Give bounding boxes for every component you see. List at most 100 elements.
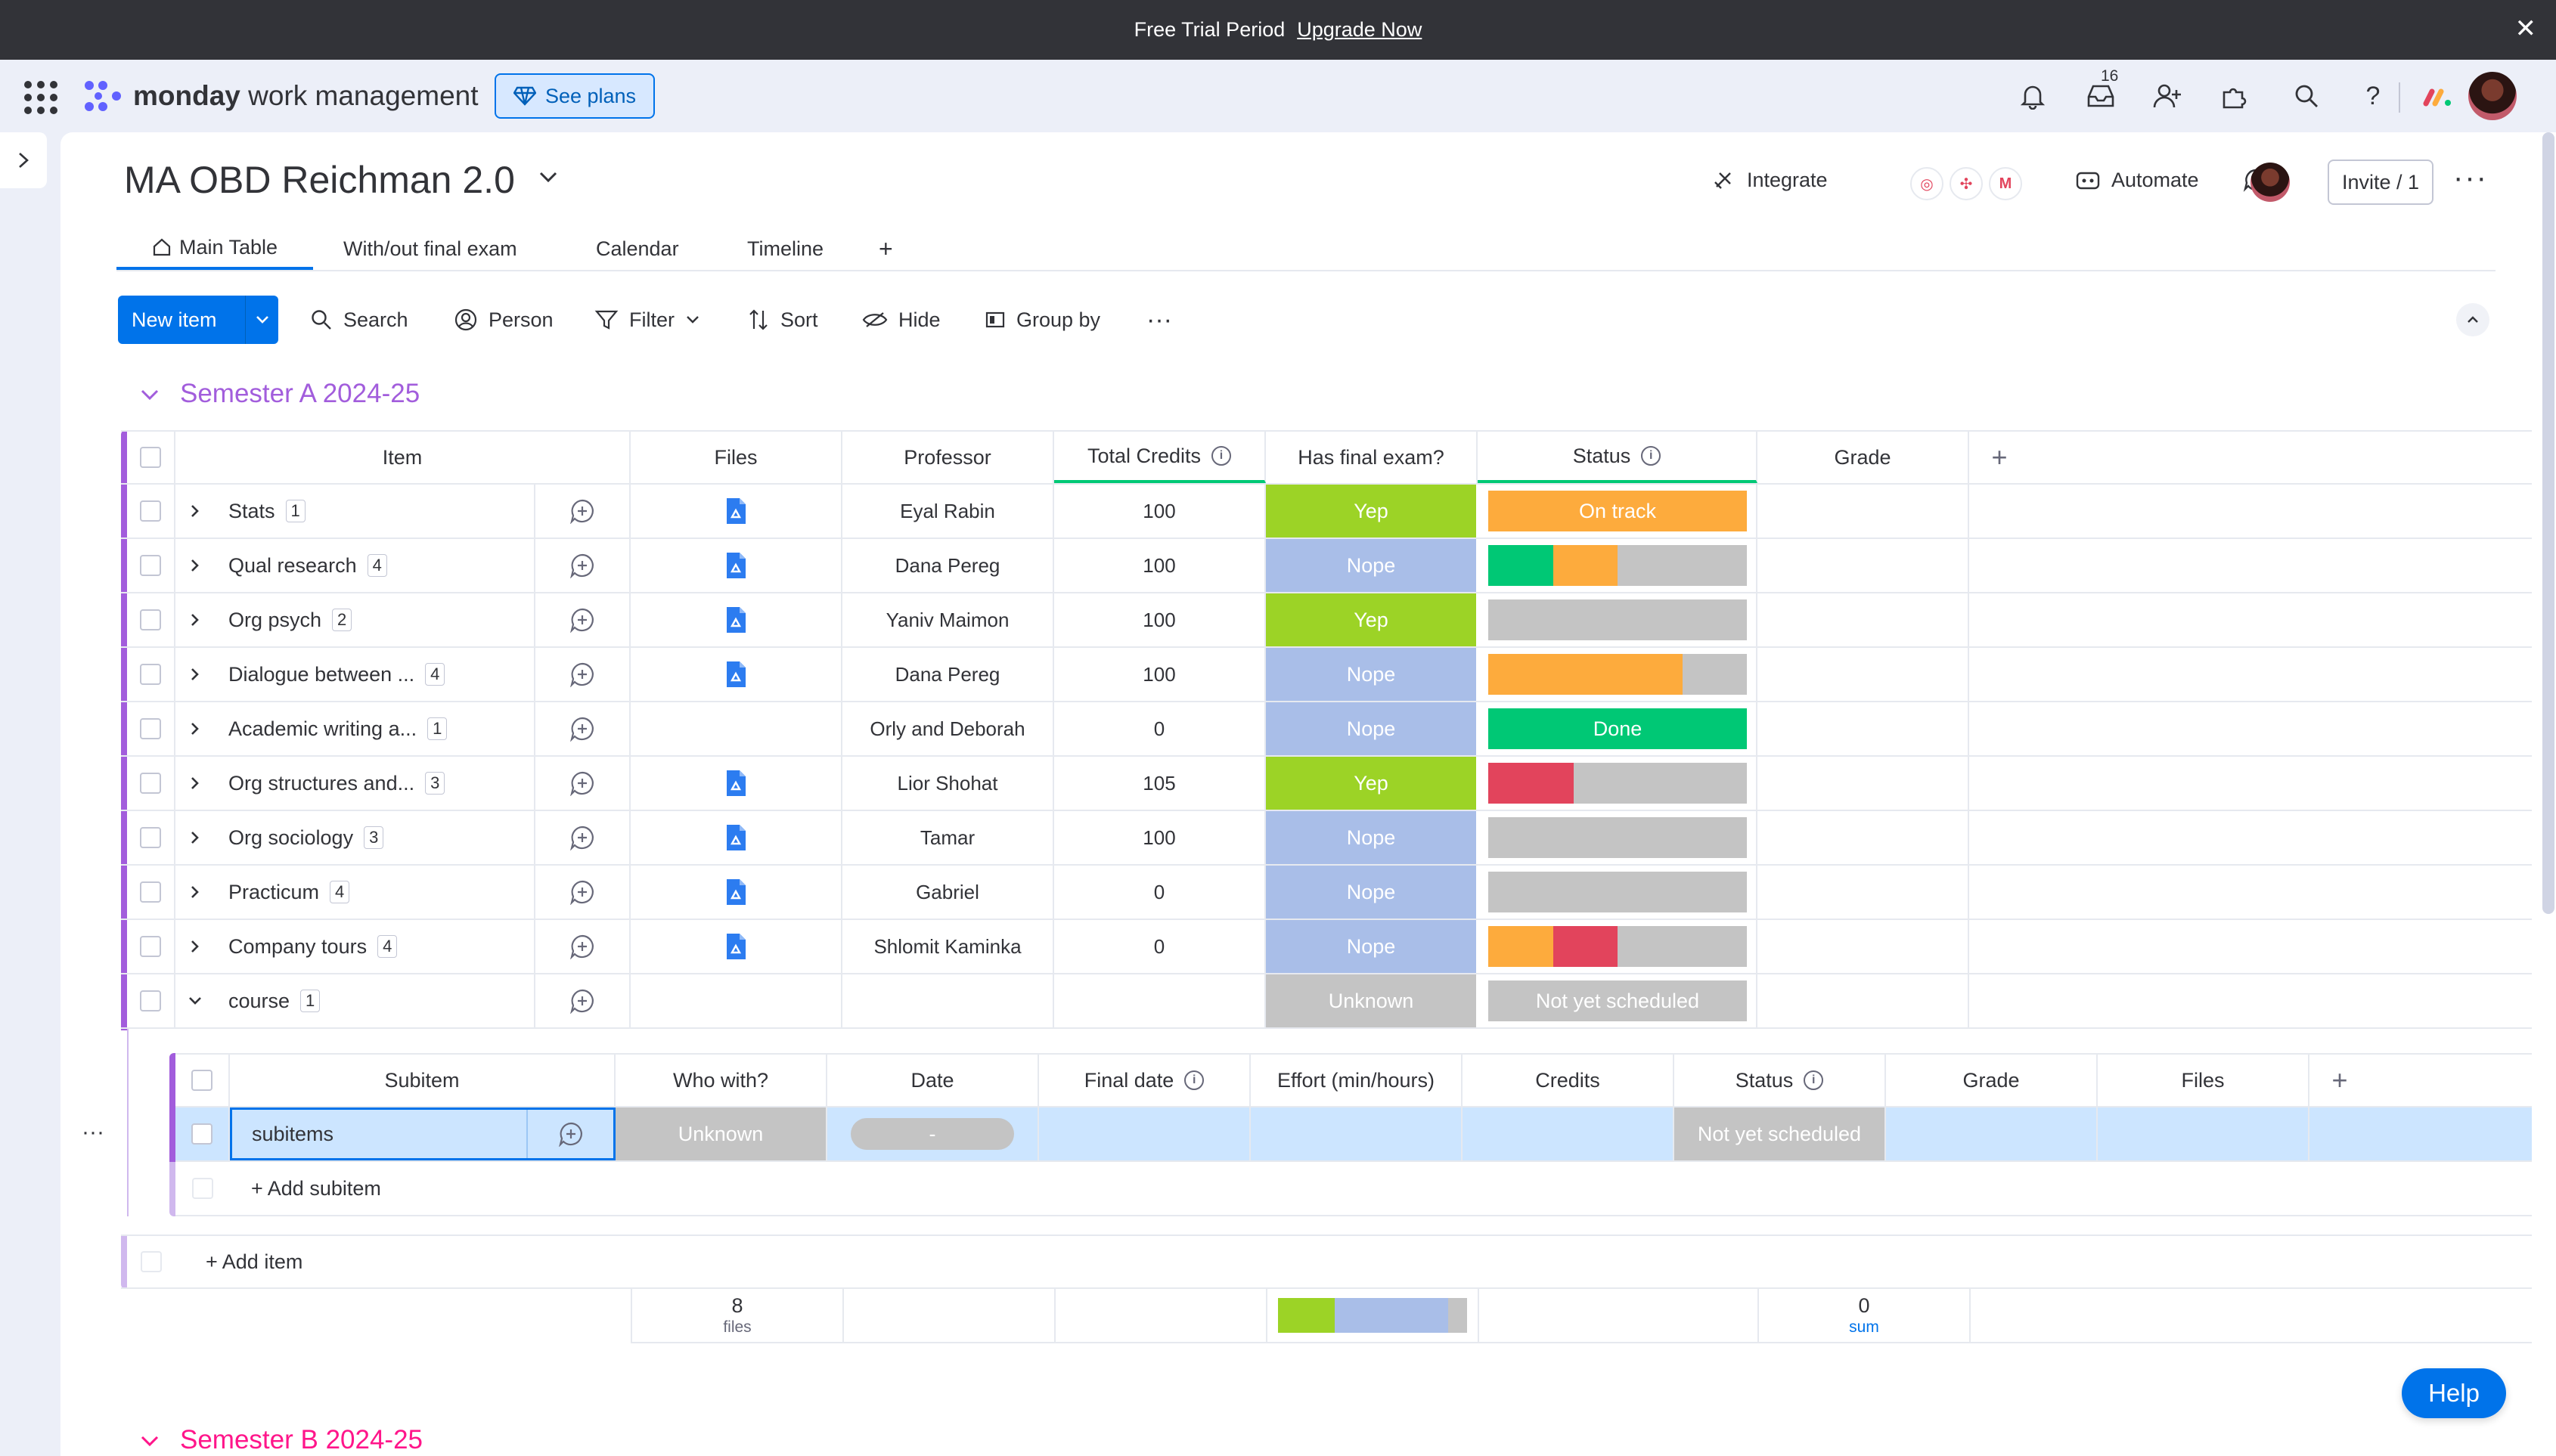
table-row[interactable]: Qual research 4 Dana Pereg 100 Nope bbox=[121, 539, 2532, 593]
row-checkbox[interactable] bbox=[140, 990, 161, 1011]
professor-cell[interactable]: Orly and Deborah bbox=[842, 702, 1054, 755]
item-name-cell[interactable]: course 1 bbox=[175, 974, 534, 1027]
tab-timeline[interactable]: Timeline bbox=[747, 237, 824, 260]
chevron-down-icon[interactable] bbox=[685, 314, 700, 325]
item-name-cell[interactable]: Org psych 2 bbox=[175, 593, 534, 646]
files-cell[interactable] bbox=[631, 539, 842, 592]
add-update-icon[interactable] bbox=[534, 920, 631, 973]
person-filter-button[interactable]: Person bbox=[454, 302, 554, 338]
professor-cell[interactable] bbox=[842, 974, 1054, 1027]
grade-cell[interactable] bbox=[1757, 920, 1969, 973]
group-title-semester-b[interactable]: Semester B 2024-25 bbox=[180, 1425, 423, 1454]
info-icon[interactable]: i bbox=[1211, 446, 1232, 466]
status-progress-bar[interactable]: On track bbox=[1488, 491, 1747, 531]
effort-cell[interactable] bbox=[1251, 1107, 1463, 1160]
invite-members-icon[interactable] bbox=[2148, 76, 2187, 116]
grade-cell[interactable] bbox=[1757, 648, 1969, 701]
credits-cell[interactable]: 0 bbox=[1054, 702, 1266, 755]
chevron-right-icon[interactable] bbox=[180, 939, 210, 954]
subitem-options-icon[interactable]: ··· bbox=[82, 1120, 104, 1145]
files-cell[interactable] bbox=[631, 757, 842, 810]
new-item-button[interactable]: New item bbox=[118, 296, 278, 344]
add-update-icon[interactable] bbox=[534, 539, 631, 592]
chevron-right-icon[interactable] bbox=[180, 667, 210, 682]
status-progress-bar[interactable] bbox=[1488, 817, 1747, 858]
chevron-right-icon[interactable] bbox=[180, 558, 210, 573]
grade-cell[interactable] bbox=[1757, 866, 1969, 919]
column-header-files[interactable]: Files bbox=[631, 432, 842, 483]
toolbar-more-icon[interactable]: ··· bbox=[1146, 305, 1172, 334]
subitem-column-header[interactable]: Subitem bbox=[230, 1055, 616, 1106]
credits-cell[interactable]: 0 bbox=[1054, 866, 1266, 919]
date-pill[interactable]: - bbox=[851, 1118, 1014, 1150]
hide-columns-button[interactable]: Hide bbox=[862, 302, 941, 338]
integration-app-icon[interactable]: ◎ bbox=[1910, 167, 1943, 200]
status-progress-bar[interactable]: Done bbox=[1488, 708, 1747, 749]
chevron-right-icon[interactable] bbox=[180, 884, 210, 900]
final-exam-distribution-bar[interactable] bbox=[1278, 1298, 1467, 1333]
subitem-name-cell[interactable]: subitems bbox=[230, 1107, 616, 1160]
add-subitem-column-icon[interactable]: + bbox=[2331, 1064, 2348, 1095]
add-update-icon[interactable] bbox=[526, 1110, 613, 1158]
sort-button[interactable]: Sort bbox=[747, 302, 818, 338]
table-row[interactable]: Org sociology 3 Tamar 100 Nope bbox=[121, 811, 2532, 866]
add-update-icon[interactable] bbox=[534, 702, 631, 755]
file-doc-icon[interactable] bbox=[724, 823, 748, 852]
final-exam-label[interactable]: Nope bbox=[1266, 702, 1478, 755]
board-title[interactable]: MA OBD Reichman 2.0 bbox=[124, 159, 515, 201]
professor-cell[interactable]: Gabriel bbox=[842, 866, 1054, 919]
credits-cell[interactable]: 0 bbox=[1054, 920, 1266, 973]
subitem-files-cell[interactable] bbox=[2098, 1107, 2309, 1160]
subitem-column-header[interactable]: Status i bbox=[1674, 1055, 1886, 1106]
file-doc-icon[interactable] bbox=[724, 606, 748, 634]
file-doc-icon[interactable] bbox=[724, 932, 748, 961]
help-icon[interactable]: ? bbox=[2365, 81, 2381, 110]
item-name-cell[interactable]: Org structures and... 3 bbox=[175, 757, 534, 810]
subitem-column-header[interactable]: Files bbox=[2098, 1055, 2309, 1106]
subitem-select-all-checkbox[interactable] bbox=[191, 1070, 212, 1091]
status-progress-bar[interactable] bbox=[1488, 545, 1747, 586]
professor-cell[interactable]: Shlomit Kaminka bbox=[842, 920, 1054, 973]
final-date-cell[interactable] bbox=[1039, 1107, 1251, 1160]
files-cell[interactable] bbox=[631, 593, 842, 646]
credits-cell[interactable]: 100 bbox=[1054, 593, 1266, 646]
row-checkbox[interactable] bbox=[140, 500, 161, 522]
group-title-semester-a[interactable]: Semester A 2024-25 bbox=[180, 379, 420, 408]
add-view-button[interactable]: + bbox=[879, 234, 893, 262]
row-checkbox[interactable] bbox=[140, 718, 161, 739]
column-header-prof[interactable]: Professor bbox=[842, 432, 1054, 483]
who-with-label[interactable]: Unknown bbox=[616, 1107, 827, 1160]
add-update-icon[interactable] bbox=[534, 593, 631, 646]
item-name-cell[interactable]: Academic writing a... 1 bbox=[175, 702, 534, 755]
brand-name[interactable]: monday work management bbox=[133, 80, 479, 111]
user-avatar[interactable] bbox=[2468, 72, 2517, 120]
final-exam-label[interactable]: Nope bbox=[1266, 811, 1478, 864]
select-all-checkbox[interactable] bbox=[140, 447, 161, 468]
credits-cell[interactable]: 105 bbox=[1054, 757, 1266, 810]
row-checkbox[interactable] bbox=[140, 664, 161, 685]
credits-cell[interactable]: 100 bbox=[1054, 811, 1266, 864]
files-cell[interactable] bbox=[631, 811, 842, 864]
final-exam-label[interactable]: Nope bbox=[1266, 648, 1478, 701]
grade-cell[interactable] bbox=[1757, 702, 1969, 755]
column-header-grade[interactable]: Grade bbox=[1757, 432, 1969, 483]
final-exam-label[interactable]: Yep bbox=[1266, 593, 1478, 646]
subitem-grade-cell[interactable] bbox=[1886, 1107, 2098, 1160]
chevron-down-icon[interactable] bbox=[180, 996, 210, 1006]
chevron-right-icon[interactable] bbox=[180, 503, 210, 519]
add-subitem-input[interactable]: + Add subitem bbox=[251, 1162, 705, 1215]
filter-button[interactable]: Filter bbox=[594, 302, 700, 338]
professor-cell[interactable]: Tamar bbox=[842, 811, 1054, 864]
item-name-cell[interactable]: Qual research 4 bbox=[175, 539, 534, 592]
add-update-icon[interactable] bbox=[534, 974, 631, 1027]
credits-cell[interactable] bbox=[1054, 974, 1266, 1027]
status-cell[interactable] bbox=[1478, 866, 1757, 919]
grade-cell[interactable] bbox=[1757, 811, 1969, 864]
column-header-exam[interactable]: Has final exam? bbox=[1266, 432, 1478, 483]
professor-cell[interactable]: Dana Pereg bbox=[842, 539, 1054, 592]
file-doc-icon[interactable] bbox=[724, 551, 748, 580]
item-name-cell[interactable]: Practicum 4 bbox=[175, 866, 534, 919]
table-row[interactable]: course 1 Unknown Not yet scheduled bbox=[121, 974, 2532, 1029]
subitem-column-header[interactable]: Who with? bbox=[616, 1055, 827, 1106]
vertical-scrollbar[interactable] bbox=[2542, 132, 2554, 914]
